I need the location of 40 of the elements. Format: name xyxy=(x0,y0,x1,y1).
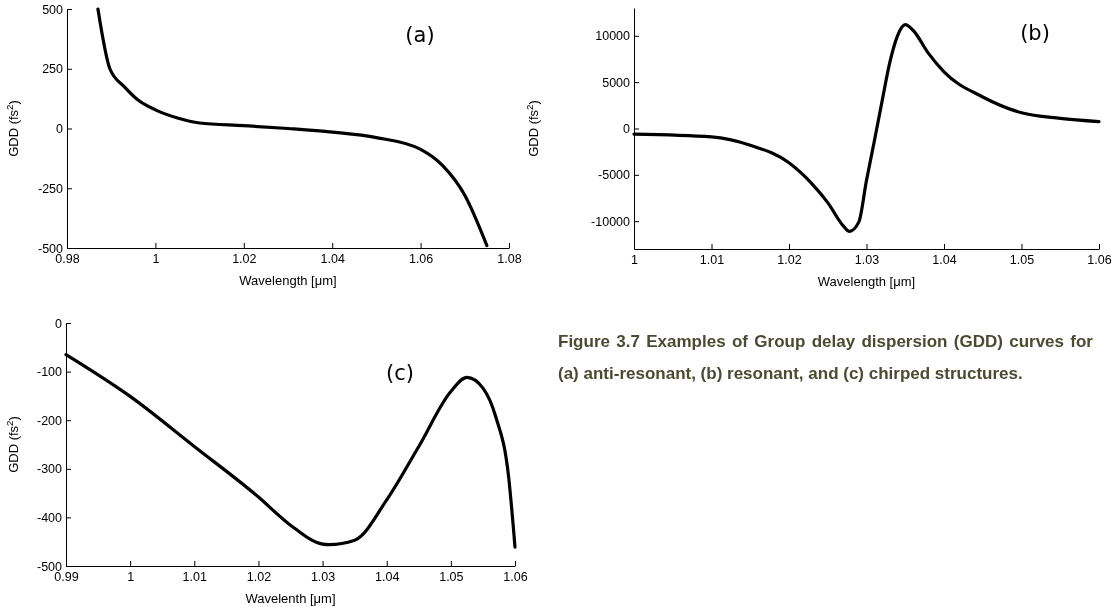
caption: Figure 3.7 Examples of Group delay dispersion (GDD) curves for (a) anti-resonant, (b) resonant, and (c) chirped structures. xyxy=(558,331,1093,385)
y-tick-label: 10000 xyxy=(595,29,631,44)
x-tick-label: 1.04 xyxy=(375,569,400,584)
x-tick-label: 1.03 xyxy=(310,569,336,584)
x-tick-label: 1 xyxy=(631,252,639,267)
x-axis-title: Wavelength [μm] xyxy=(817,274,916,289)
x-tick-label: 1.02 xyxy=(232,251,257,266)
x-tick-label: 1.02 xyxy=(777,252,802,267)
y-tick-label: 5000 xyxy=(602,75,631,90)
x-tick-label: 1 xyxy=(127,569,135,584)
annotation: (b) xyxy=(1020,21,1050,45)
y-tick-label: 250 xyxy=(42,62,64,77)
y-tick-label: -5000 xyxy=(598,168,631,183)
annotation: (c) xyxy=(386,361,414,385)
y-tick-label: 500 xyxy=(42,2,64,17)
y-tick-label: -10000 xyxy=(591,214,631,229)
x-tick-label: 1.01 xyxy=(182,569,207,584)
x-tick-label: 1.06 xyxy=(1087,252,1112,267)
x-tick-label: 1.03 xyxy=(854,252,880,267)
x-tick-label: 1 xyxy=(152,251,160,266)
y-tick-label: -250 xyxy=(37,181,64,196)
y-tick-label: -200 xyxy=(36,413,63,428)
y-tick-label: -300 xyxy=(36,462,63,477)
x-tick-label: 1.05 xyxy=(1009,252,1035,267)
x-tick-label: 1.02 xyxy=(246,569,272,584)
x-axis-title: Wavelenth [μm] xyxy=(245,591,336,606)
y-tick-label: -400 xyxy=(36,510,63,525)
x-tick-label: 1.01 xyxy=(699,252,725,267)
y-tick-label: 0 xyxy=(623,122,631,136)
x-tick-label: 1.06 xyxy=(408,251,434,266)
x-tick-label: 1.05 xyxy=(439,569,464,584)
x-axis-title: Wavelength [μm] xyxy=(239,273,337,288)
x-tick-label: 1.04 xyxy=(932,252,957,267)
y-tick-label: 0 xyxy=(55,316,63,331)
x-tick-label: 1.08 xyxy=(497,251,522,266)
x-tick-label: 1.04 xyxy=(320,251,345,266)
y-tick-label: 0 xyxy=(56,122,64,136)
annotation: (a) xyxy=(405,23,435,47)
x-tick-label: 1.06 xyxy=(503,569,528,584)
y-tick-label: -100 xyxy=(36,365,63,380)
